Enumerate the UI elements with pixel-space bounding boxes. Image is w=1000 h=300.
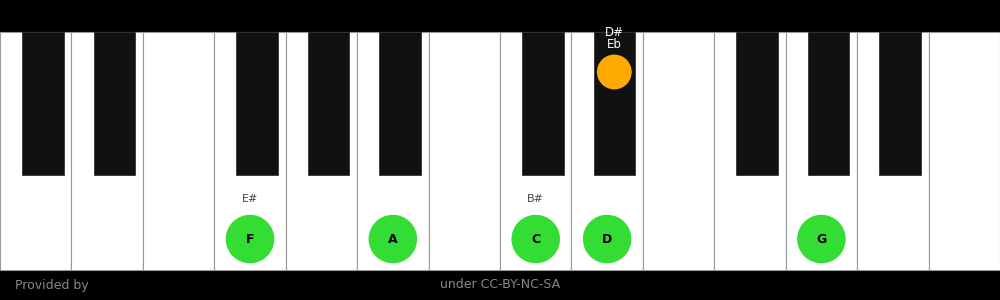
- Bar: [571, 32, 643, 270]
- Bar: [94, 32, 135, 175]
- Bar: [857, 32, 929, 270]
- Bar: [357, 32, 429, 270]
- Text: Provided by: Provided by: [15, 278, 89, 292]
- Bar: [429, 32, 500, 270]
- Ellipse shape: [369, 215, 417, 263]
- Bar: [236, 32, 278, 175]
- Bar: [379, 32, 421, 175]
- Bar: [500, 32, 571, 270]
- Bar: [929, 32, 1000, 270]
- Text: D: D: [602, 232, 612, 246]
- Ellipse shape: [597, 55, 632, 89]
- Text: D#: D#: [605, 26, 624, 39]
- Text: A: A: [388, 232, 398, 246]
- Bar: [0, 270, 1000, 300]
- Bar: [286, 32, 357, 270]
- Text: Eb: Eb: [607, 38, 622, 51]
- Bar: [71, 32, 143, 270]
- Bar: [786, 32, 857, 270]
- Bar: [522, 32, 564, 175]
- Text: C: C: [531, 232, 540, 246]
- Bar: [643, 32, 714, 270]
- Ellipse shape: [226, 215, 274, 263]
- Bar: [714, 32, 786, 270]
- Bar: [594, 32, 635, 175]
- Text: under CC-BY-NC-SA: under CC-BY-NC-SA: [440, 278, 560, 292]
- Bar: [736, 32, 778, 175]
- Text: G: G: [816, 232, 827, 246]
- Ellipse shape: [797, 215, 846, 263]
- Bar: [308, 32, 349, 175]
- Bar: [214, 32, 286, 270]
- Bar: [879, 32, 921, 175]
- Text: F: F: [246, 232, 254, 246]
- Text: E#: E#: [242, 194, 258, 204]
- Ellipse shape: [583, 215, 631, 263]
- Bar: [22, 32, 64, 175]
- Ellipse shape: [511, 215, 560, 263]
- Bar: [808, 32, 849, 175]
- Text: B#: B#: [527, 194, 544, 204]
- Bar: [143, 32, 214, 270]
- Bar: [0, 32, 71, 270]
